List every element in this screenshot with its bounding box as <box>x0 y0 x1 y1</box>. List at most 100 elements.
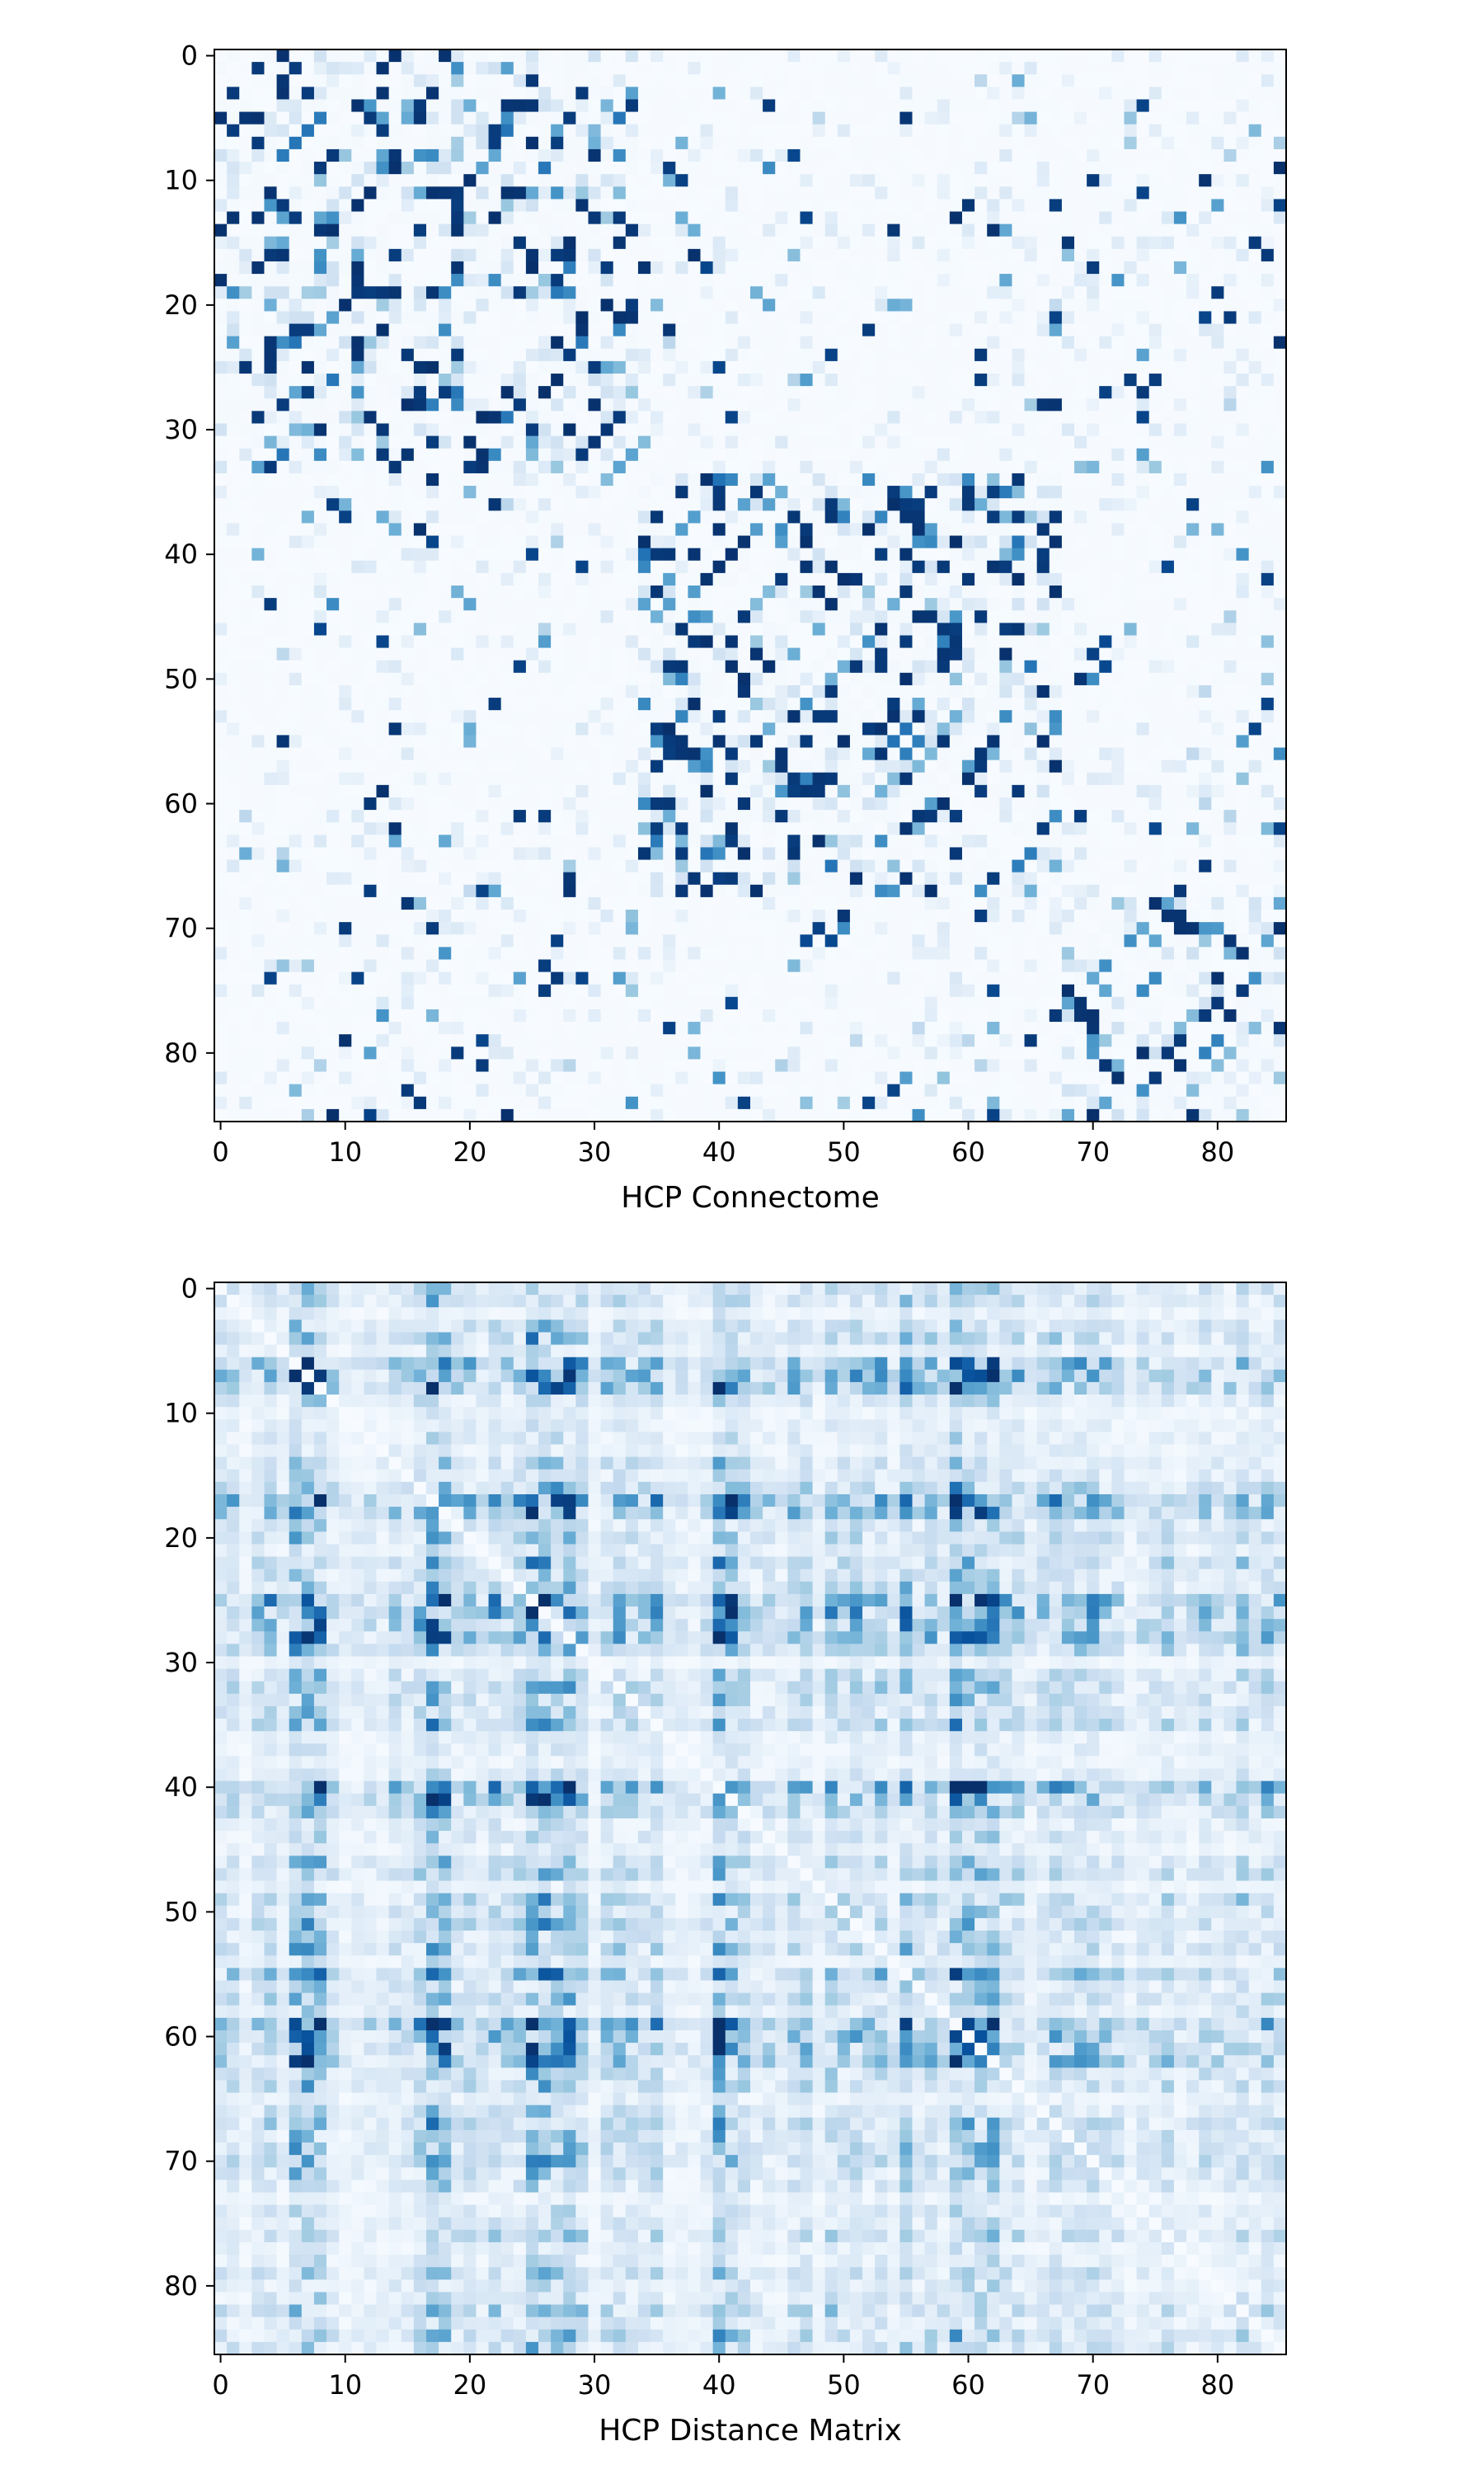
heatmap-cell <box>339 124 352 138</box>
heatmap-cell <box>388 435 402 449</box>
heatmap-cell <box>1111 311 1125 325</box>
heatmap-cell <box>725 448 739 462</box>
heatmap-cell <box>239 311 252 325</box>
heatmap-cell <box>1148 423 1162 437</box>
heatmap-cell <box>800 62 814 75</box>
heatmap-cell <box>775 87 788 101</box>
heatmap-cell <box>326 398 340 412</box>
heatmap-cell <box>313 510 327 524</box>
heatmap-cell <box>538 460 552 474</box>
heatmap-cell <box>961 672 975 686</box>
heatmap-cell <box>513 710 527 723</box>
heatmap-cell <box>1061 386 1075 399</box>
heatmap-cell <box>700 672 714 686</box>
heatmap-cell <box>949 486 963 499</box>
heatmap-cell <box>1199 460 1212 474</box>
heatmap-cell <box>899 435 913 449</box>
heatmap-cell <box>214 299 228 313</box>
heatmap-cell <box>339 199 352 213</box>
heatmap-cell <box>214 223 228 238</box>
heatmap-cell <box>787 174 801 187</box>
heatmap-cell <box>264 560 278 574</box>
heatmap-cell <box>351 510 364 524</box>
heatmap-cell <box>1223 360 1237 374</box>
heatmap-cell <box>712 286 726 299</box>
heatmap-cell <box>227 136 240 150</box>
heatmap-cell <box>1124 635 1138 649</box>
heatmap-cell <box>961 448 975 462</box>
heatmap-cell <box>1087 99 1100 113</box>
heatmap-cell <box>812 684 826 698</box>
heatmap-cell <box>326 248 340 262</box>
heatmap-cell <box>1199 398 1212 412</box>
heatmap-cell <box>961 248 975 262</box>
heatmap-cell <box>214 535 228 549</box>
heatmap-cell <box>663 248 676 262</box>
heatmap-cell <box>313 148 327 162</box>
heatmap-cell <box>613 610 627 623</box>
heatmap-cell <box>500 398 514 412</box>
heatmap-cell <box>712 523 726 537</box>
heatmap-cell <box>401 684 415 698</box>
heatmap-cell <box>974 274 988 287</box>
heatmap-cell <box>575 411 589 425</box>
heatmap-cell <box>1136 299 1150 313</box>
heatmap-cell <box>264 523 278 537</box>
heatmap-cell <box>862 535 876 549</box>
heatmap-cell <box>1186 660 1200 674</box>
heatmap-cell <box>251 523 265 537</box>
heatmap-cell <box>563 360 576 374</box>
heatmap-cell <box>1211 261 1225 275</box>
heatmap-cell <box>488 336 502 350</box>
heatmap-cell <box>1273 510 1287 524</box>
heatmap-cell <box>800 710 814 723</box>
heatmap-cell <box>289 162 303 175</box>
heatmap-cell <box>1036 248 1050 262</box>
heatmap-cell <box>326 548 340 562</box>
heatmap-cell <box>1061 684 1075 698</box>
heatmap-cell <box>563 660 576 674</box>
heatmap-cell <box>488 435 502 449</box>
heatmap-cell <box>1248 435 1262 449</box>
heatmap-cell <box>289 598 303 611</box>
heatmap-cell <box>899 586 913 599</box>
heatmap-cell <box>937 460 951 474</box>
heatmap-cell <box>1061 647 1075 661</box>
heatmap-cell <box>1124 747 1138 761</box>
heatmap-cell <box>862 223 876 238</box>
heatmap-cell <box>488 572 502 586</box>
heatmap-cell <box>575 74 589 87</box>
heatmap-cell <box>1012 598 1026 611</box>
heatmap-cell <box>1124 199 1138 213</box>
heatmap-cell <box>364 323 378 337</box>
heatmap-cell <box>937 136 951 150</box>
heatmap-cell <box>862 74 876 87</box>
heatmap-cell <box>712 299 726 313</box>
heatmap-cell <box>1074 698 1087 711</box>
heatmap-cell <box>264 124 278 138</box>
heatmap-cell <box>326 572 340 586</box>
heatmap-cell <box>650 548 664 562</box>
heatmap-cell <box>351 473 364 487</box>
heatmap-cell <box>401 111 415 125</box>
heatmap-cell <box>376 211 390 225</box>
heatmap-cell <box>875 473 888 487</box>
heatmap-cell <box>575 473 589 487</box>
heatmap-cell <box>688 286 702 299</box>
heatmap-cell <box>637 311 651 325</box>
heatmap-cell <box>849 261 863 275</box>
heatmap-cell <box>1074 560 1087 574</box>
heatmap-cell <box>476 124 490 138</box>
heatmap-cell <box>1061 572 1075 586</box>
heatmap-cell <box>1087 348 1100 362</box>
heatmap-cell <box>1248 760 1262 774</box>
heatmap-cell <box>849 336 863 350</box>
heatmap-cell <box>463 74 477 87</box>
heatmap-cell <box>887 374 900 387</box>
heatmap-cell <box>637 722 651 736</box>
heatmap-cell <box>1248 598 1262 611</box>
heatmap-cell <box>551 448 564 462</box>
heatmap-cell <box>737 572 751 586</box>
heatmap-cell <box>227 348 240 362</box>
heatmap-cell <box>326 560 340 574</box>
